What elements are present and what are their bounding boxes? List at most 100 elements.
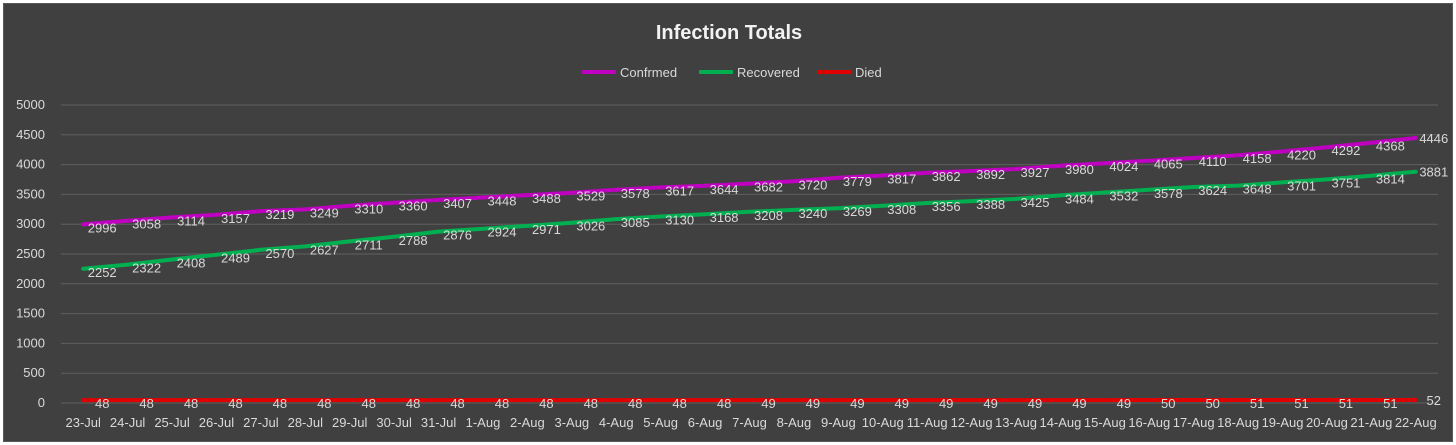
- chart-title: Infection Totals: [656, 22, 802, 44]
- data-label: 3648: [1243, 182, 1272, 197]
- x-tick-label: 28-Jul: [288, 415, 324, 430]
- x-tick-label: 10-Aug: [862, 415, 904, 430]
- data-label: 2971: [532, 222, 561, 237]
- data-label: 48: [184, 396, 198, 411]
- legend-label: Confrmed: [620, 65, 677, 80]
- x-tick-label: 16-Aug: [1128, 415, 1170, 430]
- y-axis: 0 500 1000 1500 2000 2500 3000 3500 4000 4500 5000: [16, 97, 45, 410]
- data-label: 3114: [177, 213, 205, 228]
- data-label: 3720: [798, 177, 827, 192]
- data-label: 2489: [221, 251, 250, 266]
- data-label: 3448: [488, 193, 517, 208]
- data-label: 3488: [532, 191, 561, 206]
- data-label: 48: [450, 396, 464, 411]
- data-label: 3751: [1331, 175, 1360, 190]
- data-label: 48: [628, 396, 642, 411]
- data-label: 3130: [665, 212, 694, 227]
- x-tick-label: 3-Aug: [554, 415, 589, 430]
- x-axis: 23-Jul 24-Jul 25-Jul 26-Jul 27-Jul 28-Jul 29-J…: [65, 415, 1436, 430]
- data-label: 48: [495, 396, 509, 411]
- data-label: 52: [1427, 393, 1441, 408]
- data-label: 3219: [265, 207, 294, 222]
- data-label: 48: [139, 396, 153, 411]
- data-label: 48: [228, 396, 242, 411]
- series-line-confrmed: [81, 136, 1418, 227]
- x-tick-label: 4-Aug: [599, 415, 634, 430]
- data-label: 2322: [132, 261, 161, 276]
- data-label: 48: [672, 396, 686, 411]
- data-label: 3617: [665, 183, 694, 198]
- data-label: 3980: [1065, 162, 1094, 177]
- data-label: 4024: [1109, 159, 1138, 174]
- data-label: 4110: [1199, 154, 1227, 169]
- data-label: 2408: [177, 255, 206, 270]
- data-label: 4368: [1376, 139, 1405, 154]
- data-label: 49: [850, 396, 864, 411]
- data-label: 4158: [1243, 151, 1272, 166]
- data-label: 49: [761, 396, 775, 411]
- data-label: 2252: [88, 265, 117, 280]
- data-label: 3578: [621, 186, 650, 201]
- data-label: 4065: [1154, 157, 1183, 172]
- x-tick-label: 29-Jul: [332, 415, 368, 430]
- data-label: 3208: [754, 208, 783, 223]
- x-tick-label: 1-Aug: [466, 415, 501, 430]
- x-tick-label: 23-Jul: [65, 415, 101, 430]
- data-label: 51: [1339, 396, 1353, 411]
- data-label: 51: [1250, 396, 1264, 411]
- x-tick-label: 25-Jul: [154, 415, 190, 430]
- y-tick-label: 500: [23, 365, 45, 380]
- x-tick-label: 22-Aug: [1395, 415, 1437, 430]
- x-tick-label: 21-Aug: [1350, 415, 1392, 430]
- x-tick-label: 27-Jul: [243, 415, 279, 430]
- data-labels: 2996 3058 3114 3157 3219 3249 3310 3360 3407 3448…: [88, 131, 1449, 411]
- data-label: 3407: [443, 196, 472, 211]
- x-tick-label: 30-Jul: [376, 415, 412, 430]
- data-label: 3310: [354, 202, 383, 217]
- data-label: 3624: [1198, 183, 1227, 198]
- data-label: 3360: [399, 199, 428, 214]
- data-label: 4292: [1331, 143, 1360, 158]
- data-label: 49: [1028, 396, 1042, 411]
- legend-label: Died: [855, 65, 882, 80]
- data-label: 49: [939, 396, 953, 411]
- data-label: 48: [717, 396, 731, 411]
- data-label: 48: [95, 396, 109, 411]
- series-lines: [81, 136, 1418, 403]
- y-tick-label: 1000: [16, 335, 45, 350]
- data-label: 3168: [710, 210, 739, 225]
- data-label: 48: [584, 396, 598, 411]
- x-tick-label: 26-Jul: [199, 415, 235, 430]
- data-label: 3085: [621, 215, 650, 230]
- data-label: 3532: [1109, 188, 1138, 203]
- x-tick-label: 5-Aug: [643, 415, 678, 430]
- data-label: 3425: [1021, 195, 1050, 210]
- y-tick-label: 0: [38, 395, 45, 410]
- data-label: 2711: [355, 237, 383, 252]
- data-label: 2788: [399, 233, 428, 248]
- x-tick-label: 31-Jul: [421, 415, 457, 430]
- data-label: 3881: [1419, 165, 1448, 180]
- data-label: 3484: [1065, 191, 1094, 206]
- data-label: 51: [1383, 396, 1397, 411]
- data-label: 50: [1161, 396, 1175, 411]
- data-label: 49: [1117, 396, 1131, 411]
- data-label: 3529: [576, 189, 605, 204]
- x-tick-label: 24-Jul: [110, 415, 146, 430]
- x-tick-label: 8-Aug: [777, 415, 812, 430]
- data-label: 3862: [932, 169, 961, 184]
- y-tick-label: 4000: [16, 157, 45, 172]
- data-label: 3058: [132, 217, 161, 232]
- data-label: 3892: [976, 167, 1005, 182]
- y-tick-label: 3500: [16, 186, 45, 201]
- x-tick-label: 18-Aug: [1217, 415, 1259, 430]
- data-label: 3814: [1376, 172, 1405, 187]
- data-label: 3356: [932, 199, 961, 214]
- data-label: 48: [273, 396, 287, 411]
- data-label: 3026: [576, 219, 605, 234]
- data-label: 2876: [443, 228, 472, 243]
- chart-area[interactable]: Infection Totals Confrmed Recovered Died 0…: [3, 3, 1453, 442]
- data-label: 48: [361, 396, 375, 411]
- y-tick-label: 1500: [16, 306, 45, 321]
- gridlines: [61, 104, 1438, 404]
